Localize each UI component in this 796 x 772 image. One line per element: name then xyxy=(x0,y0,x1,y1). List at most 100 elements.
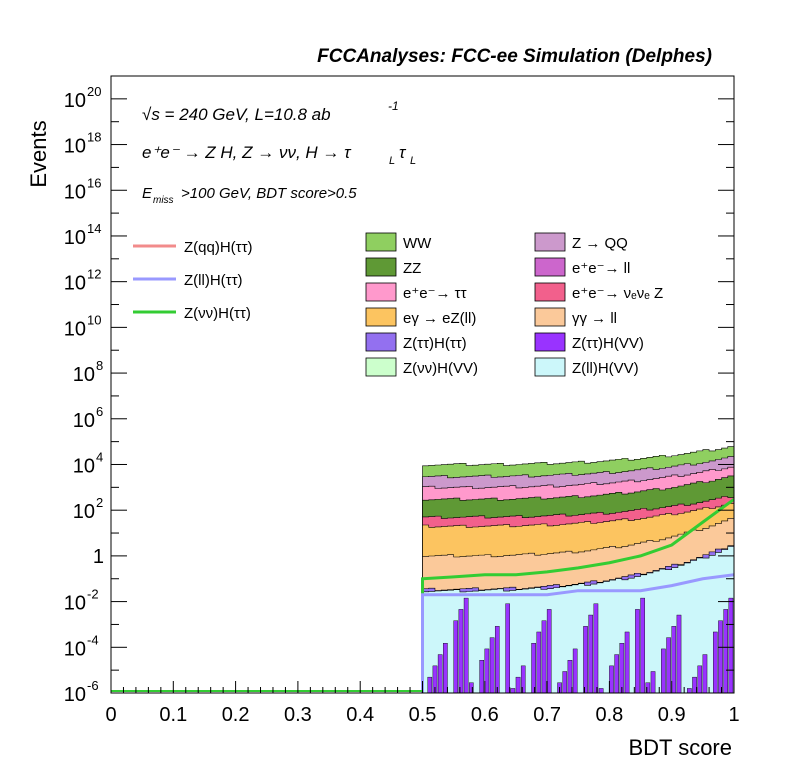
spike-bin xyxy=(588,614,594,693)
signal-lines xyxy=(111,498,734,693)
y-tick-label: 10 10 xyxy=(64,312,102,340)
annotation-tau-sub-2: L xyxy=(410,155,416,167)
legend-bkg-swatch xyxy=(365,357,397,377)
y-tick-base: 10 xyxy=(64,273,86,295)
spike-bin xyxy=(531,643,536,693)
y-tick-base: 10 xyxy=(64,638,86,660)
y-tick-exp: -2 xyxy=(87,587,99,602)
legend-bkg-label: e⁺e⁻→ νₑνₑ Z xyxy=(572,285,663,302)
annotation-process-text: e⁺e⁻ → Z H, Z → νν, H → τ xyxy=(142,143,352,162)
y-tick-exp: 10 xyxy=(87,312,101,327)
y-tick-base: 10 xyxy=(73,410,95,432)
legend-bkg-label: eγ → eZ(ll) xyxy=(403,310,476,327)
annotation-tau-sub-1: L xyxy=(389,155,395,167)
y-tick-exp: 16 xyxy=(87,175,101,190)
spike-bin xyxy=(687,688,692,693)
y-tick-base: 10 xyxy=(64,136,86,158)
spike-bin xyxy=(437,654,443,693)
legend-bkg-label: WW xyxy=(403,235,432,252)
annotation-sqrt-s: √s = 240 GeV, L=10.8 ab xyxy=(142,105,331,124)
y-tick-exp: 18 xyxy=(87,130,101,145)
legend-bkg-label: Z(ll)H(VV) xyxy=(572,360,639,377)
x-tick-label: 0.4 xyxy=(346,704,374,726)
y-tick-label: 10 8 xyxy=(73,358,103,386)
x-tick-label: 0.9 xyxy=(658,704,686,726)
spike-bin xyxy=(723,609,729,693)
x-tick-label: 0.8 xyxy=(595,704,623,726)
spike-bin xyxy=(624,631,630,693)
legend-signal-label: Z(qq)H(ττ) xyxy=(184,239,253,256)
legend-bkg-swatch xyxy=(534,307,566,327)
y-tick-label: 10 -4 xyxy=(64,632,99,660)
spike-bin xyxy=(453,620,459,693)
spike-bin xyxy=(619,643,625,693)
legend-bkg-label: ZZ xyxy=(403,260,421,277)
spike-bin xyxy=(427,676,433,693)
spike-bin xyxy=(562,671,568,693)
spike-bin xyxy=(510,688,516,693)
spike-bin xyxy=(458,609,464,693)
y-tick-label: 10 -6 xyxy=(64,678,99,706)
spike-bin xyxy=(593,603,599,693)
legend-background: WW Z → QQ ZZ e⁺e⁻→ ll e⁺e⁻→ ττ e⁺e⁻→ νₑνₑ Z eγ… xyxy=(365,232,663,377)
chart-title: FCCAnalyses: FCC-ee Simulation (Delphes) xyxy=(317,46,712,67)
legend-bkg-swatch xyxy=(365,282,397,302)
y-tick-label: 10 20 xyxy=(64,84,102,112)
legend-bkg-label: Z → QQ xyxy=(572,235,628,252)
spike-bin xyxy=(692,676,697,693)
legend-bkg-label: e⁺e⁻→ ll xyxy=(572,260,630,277)
y-tick-base: 10 xyxy=(64,318,86,340)
spike-bin xyxy=(718,620,723,693)
y-tick-exp: 12 xyxy=(87,267,101,282)
legend-bkg-label: e⁺e⁻→ ττ xyxy=(403,285,467,302)
y-tick-base: 10 xyxy=(64,181,86,203)
y-tick-label: 10 14 xyxy=(64,221,102,249)
spike-bin xyxy=(609,665,614,693)
y-tick-base: 1 xyxy=(93,546,104,568)
x-tick-label: 0.3 xyxy=(284,704,312,726)
spike-bin xyxy=(484,648,490,693)
legend-bkg-swatch xyxy=(534,357,566,377)
y-tick-label: 10 12 xyxy=(64,267,102,295)
y-tick-label: 10 2 xyxy=(73,495,103,523)
y-tick-exp: -4 xyxy=(87,632,99,647)
legend-bkg-swatch xyxy=(534,282,566,302)
x-tick-label: 0.1 xyxy=(159,704,187,726)
y-tick-label: 10 16 xyxy=(64,175,102,203)
annotation-tau-2: τ xyxy=(399,143,407,162)
y-tick-base: 10 xyxy=(64,227,86,249)
legend-signal-label: Z(νν)H(ττ) xyxy=(184,305,251,322)
legend-bkg-swatch xyxy=(534,257,566,277)
y-tick-exp: 20 xyxy=(87,84,101,99)
spike-bin xyxy=(697,665,703,693)
spike-bin xyxy=(479,660,485,693)
y-tick-base: 10 xyxy=(73,455,95,477)
y-tick-exp: 14 xyxy=(87,221,101,236)
stack-layer xyxy=(422,546,734,693)
legend-signal: Z(qq)H(ττ) Z(ll)H(ττ) Z(νν)H(ττ) xyxy=(133,239,253,322)
annotation-sel-prefix: E xyxy=(142,185,153,202)
legend-bkg-swatch xyxy=(534,232,566,252)
spike-bin xyxy=(494,626,500,693)
spike-bin xyxy=(489,637,495,693)
y-tick-exp: 6 xyxy=(96,404,103,419)
legend-bkg-swatch xyxy=(365,307,397,327)
spike-bin xyxy=(583,626,588,693)
x-axis: 0 0.1 0.2 0.3 0.4 0.5 0.6 0.7 0.8 0.9 1 xyxy=(105,681,740,726)
x-tick-label: 0.2 xyxy=(222,704,250,726)
spike-bin xyxy=(505,603,510,693)
spike-bin xyxy=(702,654,708,693)
spike-bin xyxy=(671,626,677,693)
spike-bin xyxy=(546,609,552,693)
legend-bkg-label: Z(ττ)H(VV) xyxy=(572,335,644,352)
x-tick-label: 1 xyxy=(728,704,739,726)
signal-line xyxy=(421,498,734,693)
legend-bkg-label: Z(ττ)H(ττ) xyxy=(403,335,467,352)
y-axis-label: Events xyxy=(26,120,51,187)
spike-bin xyxy=(598,688,604,693)
y-tick-exp: 4 xyxy=(96,449,103,464)
legend-bkg-label: Z(νν)H(VV) xyxy=(403,360,478,377)
x-tick-label: 0.6 xyxy=(471,704,499,726)
spike-bin xyxy=(463,597,469,693)
y-tick-exp: 8 xyxy=(96,358,103,373)
